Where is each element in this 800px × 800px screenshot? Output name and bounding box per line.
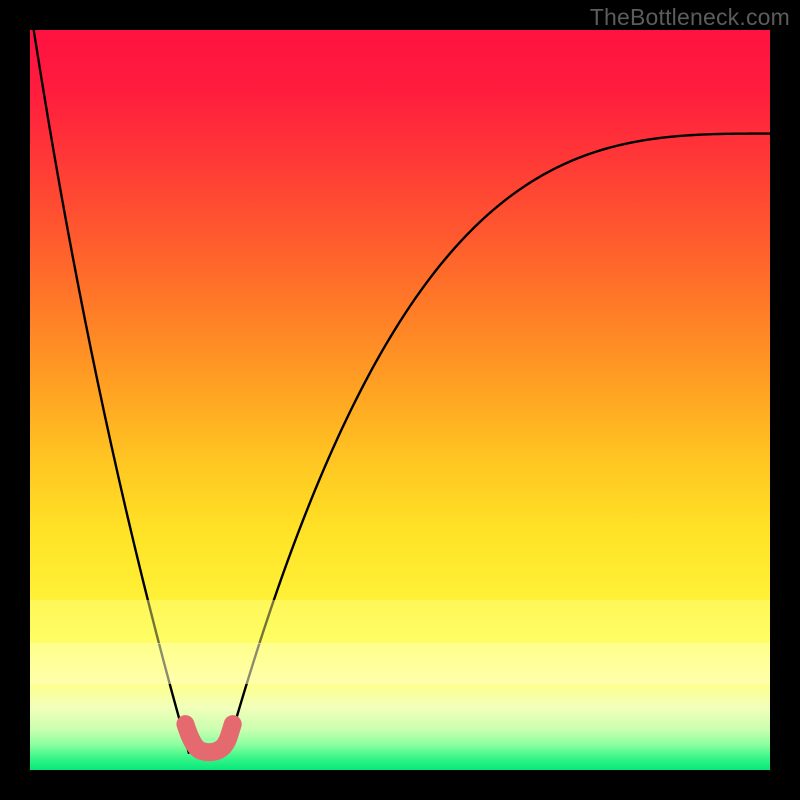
gradient-band	[30, 600, 770, 644]
gradient-band	[30, 643, 770, 684]
chart-root: TheBottleneck.com	[0, 0, 800, 800]
plot-area	[30, 30, 770, 770]
watermark-text: TheBottleneck.com	[590, 4, 790, 31]
curve-highlight-u	[185, 724, 232, 752]
